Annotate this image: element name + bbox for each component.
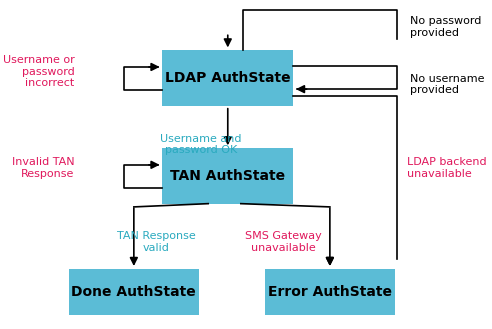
- FancyBboxPatch shape: [162, 50, 293, 106]
- Text: TAN AuthState: TAN AuthState: [170, 169, 285, 183]
- Text: Error AuthState: Error AuthState: [268, 285, 392, 299]
- FancyBboxPatch shape: [162, 148, 293, 204]
- Text: LDAP AuthState: LDAP AuthState: [165, 71, 291, 85]
- Text: SMS Gateway
unavailable: SMS Gateway unavailable: [245, 231, 321, 253]
- Text: No username
provided: No username provided: [409, 74, 484, 95]
- Text: Username or
password
incorrect: Username or password incorrect: [3, 55, 75, 88]
- Text: Username and
password OK: Username and password OK: [160, 134, 242, 155]
- Text: TAN Response
valid: TAN Response valid: [117, 231, 196, 253]
- Text: Done AuthState: Done AuthState: [71, 285, 196, 299]
- Text: Invalid TAN
Response: Invalid TAN Response: [12, 157, 75, 179]
- FancyBboxPatch shape: [68, 269, 199, 315]
- Text: LDAP backend
unavailable: LDAP backend unavailable: [407, 157, 487, 179]
- Text: No password
provided: No password provided: [409, 16, 481, 38]
- FancyBboxPatch shape: [265, 269, 395, 315]
